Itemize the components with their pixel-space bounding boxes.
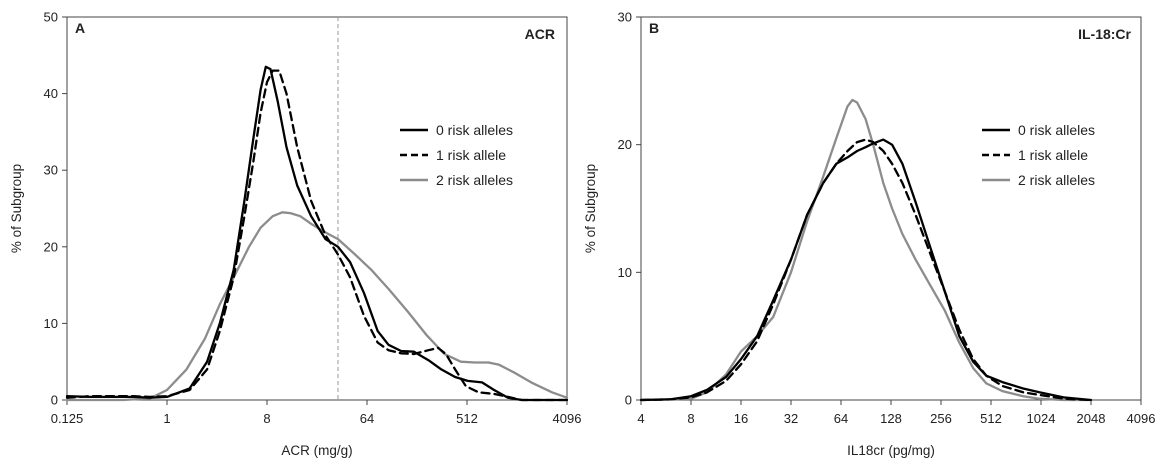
y-tick-label: 20 [618,137,632,152]
x-tick-label: 64 [360,411,374,426]
series-line-0 [639,138,1093,402]
panel-letter: B [649,20,659,36]
x-tick-label: 512 [980,411,1002,426]
x-tick-label: 1 [163,411,170,426]
x-tick-label: 0.125 [51,411,84,426]
panel-title: IL-18:Cr [1078,26,1131,42]
y-tick-label: 20 [44,239,58,254]
x-tick-label: 8 [263,411,270,426]
y-tick-label: 0 [51,393,58,408]
series-line-2 [639,98,1093,402]
y-axis-title: % of Subgroup [9,164,24,253]
x-tick-label: 4096 [553,411,582,426]
series-line-2 [65,211,569,402]
legend-label: 2 risk alleles [1018,172,1095,188]
x-tick-label: 64 [834,411,848,426]
y-tick-label: 30 [618,10,632,25]
y-tick-label: 40 [44,86,58,101]
y-tick-label: 30 [44,163,58,178]
y-tick-label: 10 [44,316,58,331]
panel-letter: A [75,20,85,36]
panel-b: 4 8 16 32 64 128 256 512 1024 2048 4096 0 10 20 30 IL18… [583,10,1155,459]
x-tick-label: 8 [687,411,694,426]
x-tick-label: 4 [637,411,644,426]
x-axis-title: IL18cr (pg/mg) [847,443,935,458]
legend-label: 1 risk allele [436,147,506,163]
x-tick-label: 1024 [1027,411,1056,426]
x-tick-label: 4096 [1127,411,1156,426]
legend-label: 0 risk alleles [436,122,513,138]
y-axis-title: % of Subgroup [583,164,598,253]
panel-title: ACR [525,26,555,42]
y-tick-label: 0 [625,393,632,408]
y-tick-label: 10 [618,265,632,280]
y-tick-label: 50 [44,10,58,25]
series-line-0 [65,65,569,402]
x-tick-label: 16 [734,411,748,426]
legend-label: 0 risk alleles [1018,122,1095,138]
series-line-1 [65,69,569,402]
x-tick-label: 2048 [1077,411,1106,426]
series-line-1 [639,138,1093,402]
x-tick-label: 32 [784,411,798,426]
panel-a: 0.125 1 8 64 512 4096 0 10 20 30 40 50 ACR (mg/g) % o… [9,10,581,459]
legend-label: 2 risk alleles [436,172,513,188]
legend-label: 1 risk allele [1018,147,1088,163]
x-tick-label: 256 [930,411,952,426]
x-tick-label: 512 [456,411,478,426]
plot-frame [66,16,568,401]
x-axis-title: ACR (mg/g) [281,443,352,458]
x-tick-label: 128 [880,411,902,426]
